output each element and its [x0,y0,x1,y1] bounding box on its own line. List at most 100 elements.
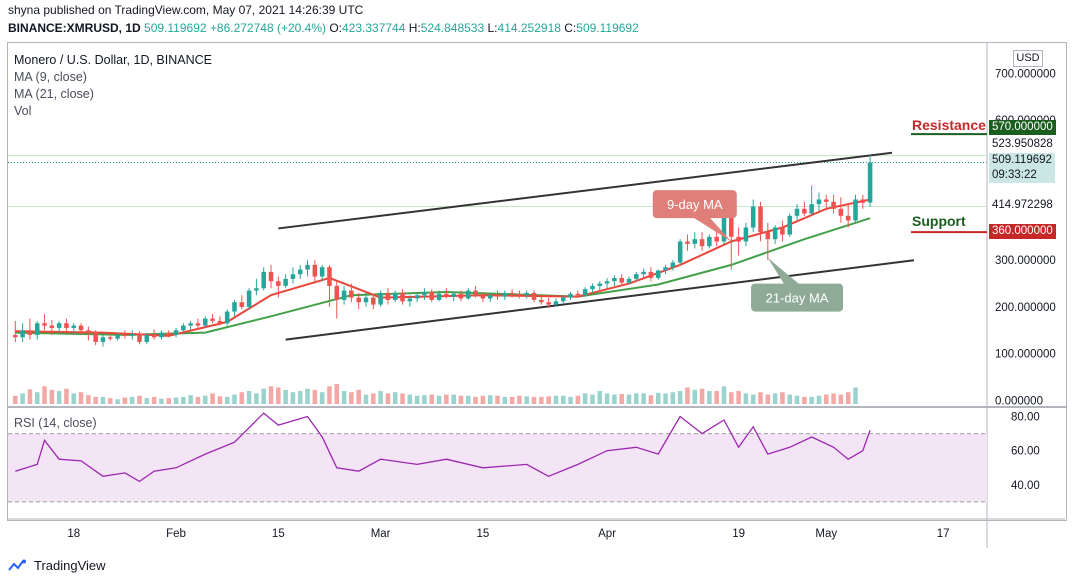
candle[interactable] [451,291,456,302]
currency-button[interactable]: USD [1013,50,1043,67]
candle[interactable] [787,213,793,237]
candle[interactable] [392,290,398,303]
candle[interactable] [612,275,617,286]
candle[interactable] [531,290,537,303]
candle[interactable] [553,298,559,307]
candle[interactable] [444,288,449,299]
candle[interactable] [809,185,814,216]
candle[interactable] [297,264,303,279]
legend-rsi[interactable]: RSI (14, close) [14,416,97,430]
candle[interactable] [831,194,836,214]
candle[interactable] [202,316,208,328]
candle[interactable] [502,290,508,300]
candle[interactable] [824,194,829,209]
candle[interactable] [137,331,142,345]
candle[interactable] [312,260,318,284]
candle[interactable] [802,201,807,216]
candle[interactable] [480,291,486,303]
candle[interactable] [641,268,646,278]
candle[interactable] [385,288,391,305]
candle[interactable] [422,288,427,300]
candle[interactable] [319,264,325,282]
candle[interactable] [159,330,164,340]
candle[interactable] [78,323,84,335]
candle[interactable] [714,229,719,247]
candle[interactable] [619,274,624,286]
candle[interactable] [539,296,544,305]
candle[interactable] [582,287,588,297]
candle[interactable] [750,199,756,233]
candle[interactable] [604,277,610,289]
candle[interactable] [780,220,785,242]
ma9-callout[interactable]: 9-day MA [652,190,737,242]
candle[interactable] [232,299,237,317]
candle[interactable] [568,291,573,300]
candle[interactable] [13,320,18,342]
candle[interactable] [334,281,340,319]
candle[interactable] [560,295,566,304]
candle[interactable] [56,320,62,333]
candle[interactable] [363,292,369,307]
candle[interactable] [729,208,734,270]
candle[interactable] [378,290,383,307]
candle[interactable] [677,239,683,265]
candle[interactable] [400,289,405,305]
candle[interactable] [276,276,281,298]
candle[interactable] [71,323,77,335]
candle[interactable] [305,260,310,277]
candle[interactable] [129,330,135,340]
candle[interactable] [487,293,493,303]
candle[interactable] [181,323,186,333]
legend-ma9[interactable]: MA (9, close) [14,70,87,84]
candle[interactable] [414,292,420,303]
candle[interactable] [517,290,522,299]
candle[interactable] [845,204,851,228]
candle[interactable] [758,201,763,242]
candle[interactable] [692,232,698,249]
candle[interactable] [524,290,529,299]
candle[interactable] [838,197,844,223]
candle[interactable] [634,271,639,282]
candle[interactable] [736,227,741,256]
candle[interactable] [64,318,69,332]
candle[interactable] [685,234,690,251]
candle[interactable] [290,267,296,284]
candle[interactable] [794,204,800,221]
candle[interactable] [20,323,25,342]
candle[interactable] [268,264,274,289]
candle[interactable] [283,274,288,289]
candle[interactable] [144,332,150,345]
candle[interactable] [246,288,252,310]
candle[interactable] [597,281,603,291]
candle[interactable] [195,318,201,328]
candle[interactable] [495,290,500,300]
candle[interactable] [254,278,259,296]
candle[interactable] [853,194,858,223]
candle[interactable] [663,264,668,275]
candle[interactable] [458,290,464,302]
channel-upper-line[interactable] [278,151,893,230]
candle[interactable] [327,264,332,307]
candle[interactable] [743,222,749,247]
candle[interactable] [860,194,866,209]
candle[interactable] [86,326,91,341]
candle[interactable] [224,309,230,326]
candle[interactable] [575,290,581,298]
candle[interactable] [34,320,40,340]
candle[interactable] [356,292,361,310]
candle[interactable] [210,313,215,324]
candle[interactable] [590,283,595,293]
tradingview-brand[interactable]: TradingView [8,558,106,573]
candle[interactable] [626,276,632,285]
candle[interactable] [108,334,113,341]
candle[interactable] [371,295,376,310]
candle[interactable] [546,297,551,308]
candle[interactable] [261,267,266,291]
candle[interactable] [509,289,515,298]
candle[interactable] [772,225,778,244]
candle[interactable] [349,283,354,303]
candle[interactable] [816,192,822,212]
candle[interactable] [27,318,33,340]
candle[interactable] [707,234,712,249]
candle[interactable] [473,285,478,298]
